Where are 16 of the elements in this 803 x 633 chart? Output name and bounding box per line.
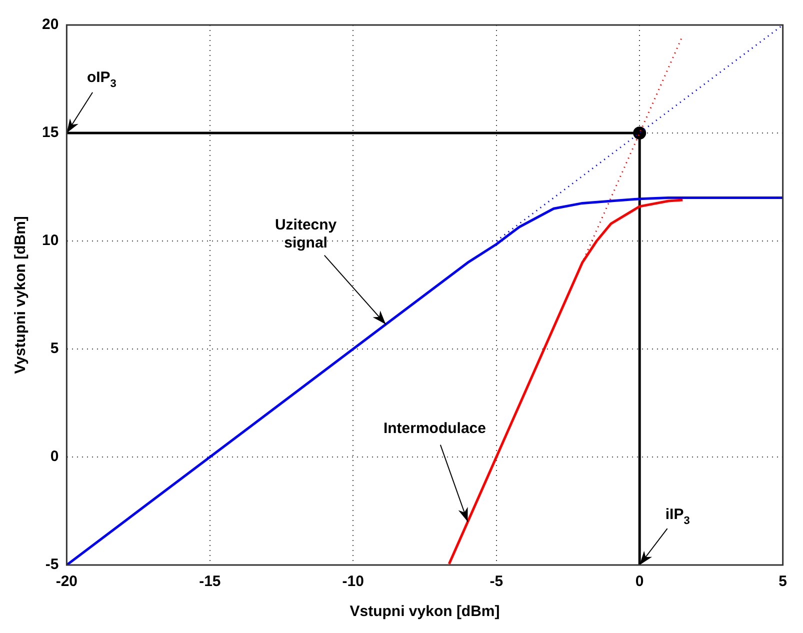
- y-tick-label: 10: [42, 232, 59, 250]
- x-tick-label: -5: [490, 573, 504, 590]
- y-tick-label: 0: [50, 448, 59, 466]
- x-tick-label: 5: [778, 573, 787, 590]
- x-axis-title: Vstupni vykon [dBm]: [350, 603, 500, 620]
- y-tick-label: 20: [42, 16, 59, 34]
- x-tick-label: -15: [199, 573, 221, 590]
- x-tick-label: -20: [56, 573, 78, 590]
- y-tick-label: 5: [50, 340, 59, 358]
- annotation: Intermodulace: [383, 420, 486, 437]
- y-tick-label: -5: [45, 556, 59, 574]
- y-tick-label: 15: [42, 124, 59, 142]
- x-tick-label: -10: [342, 573, 364, 590]
- annotation: Uzitecny signal: [274, 216, 338, 252]
- x-tick-label: 0: [635, 573, 644, 590]
- y-axis-title: Vystupni vykon [dBm]: [12, 216, 30, 374]
